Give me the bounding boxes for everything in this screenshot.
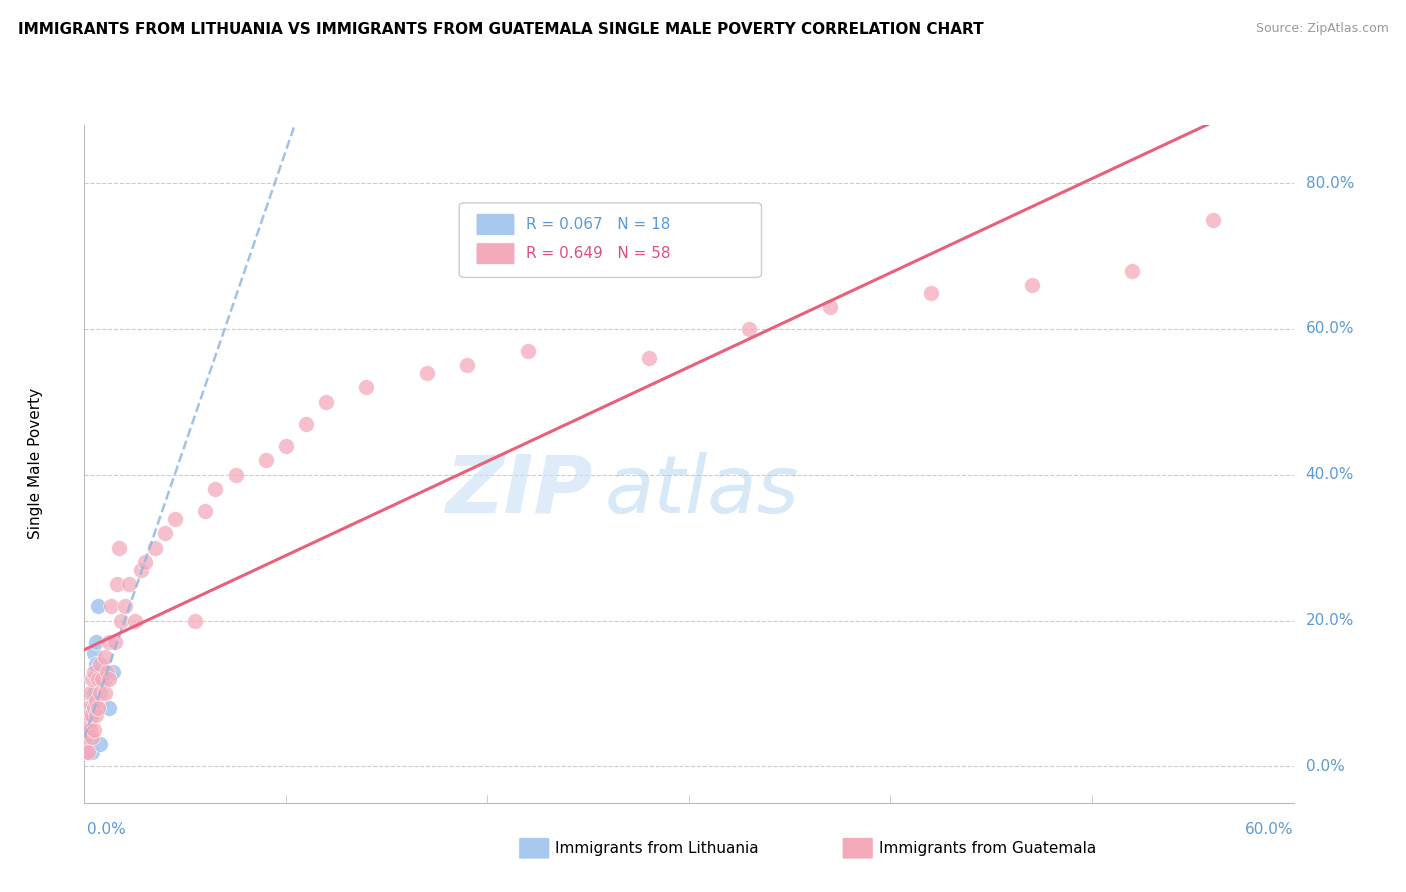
Point [77,715,100,730]
FancyBboxPatch shape [477,214,515,235]
Point [110,614,132,628]
Point [77,745,100,759]
Point [97,701,120,715]
Point [75,745,97,759]
Point [1021,278,1043,293]
Point [83,723,105,737]
Point [456,359,478,373]
Point [79,745,101,759]
Point [86,694,108,708]
Point [416,366,439,380]
Point [75,730,97,744]
Point [75,745,97,759]
Point [83,686,105,700]
Point [82,745,104,759]
Text: 60.0%: 60.0% [1246,822,1294,837]
Point [315,395,337,409]
Text: 20.0%: 20.0% [1306,613,1354,628]
Point [79,708,101,723]
Text: 80.0%: 80.0% [1306,176,1354,191]
Point [93,672,115,686]
Point [93,650,115,665]
Point [738,322,761,336]
Point [79,723,101,737]
Text: 40.0%: 40.0% [1306,467,1354,483]
Point [79,730,101,744]
Point [77,701,100,715]
Point [86,657,108,672]
Text: 60.0%: 60.0% [1306,321,1354,336]
Point [77,723,100,737]
Point [89,657,111,672]
Point [153,526,176,541]
Point [225,467,247,482]
Point [79,708,101,723]
Point [77,745,100,759]
Point [87,701,110,715]
Point [82,730,104,744]
Point [86,635,108,649]
Text: Immigrants from Lithuania: Immigrants from Lithuania [555,841,759,855]
Point [107,541,129,555]
Point [818,300,841,314]
Point [143,541,166,555]
Point [637,351,659,366]
Point [274,439,297,453]
Point [1202,212,1225,227]
Point [97,635,120,649]
Point [124,614,146,628]
FancyBboxPatch shape [477,243,515,265]
Text: Source: ZipAtlas.com: Source: ZipAtlas.com [1256,22,1389,36]
Point [82,672,104,686]
FancyBboxPatch shape [460,202,762,277]
Point [97,672,120,686]
Text: R = 0.649   N = 58: R = 0.649 N = 58 [526,246,671,261]
Point [82,708,104,723]
Point [91,672,114,686]
Point [96,665,118,679]
Point [87,672,110,686]
Text: IMMIGRANTS FROM LITHUANIA VS IMMIGRANTS FROM GUATEMALA SINGLE MALE POVERTY CORRE: IMMIGRANTS FROM LITHUANIA VS IMMIGRANTS … [18,22,984,37]
Text: 0.0%: 0.0% [1306,759,1344,774]
Point [82,730,104,744]
Point [114,599,136,613]
Point [118,577,141,591]
Point [104,635,127,649]
Text: R = 0.067   N = 18: R = 0.067 N = 18 [526,217,671,232]
Point [82,701,104,715]
Point [129,562,152,576]
Text: 0.0%: 0.0% [87,822,127,837]
Point [134,555,156,569]
Point [184,614,207,628]
Point [89,738,111,752]
Text: ZIP: ZIP [444,452,592,530]
Text: Single Male Poverty: Single Male Poverty [28,388,44,540]
Point [93,686,115,700]
Point [204,483,226,497]
Text: atlas: atlas [605,452,799,530]
Point [254,453,277,467]
Point [79,686,101,700]
Text: Immigrants from Guatemala: Immigrants from Guatemala [879,841,1097,855]
Point [920,285,942,300]
Point [100,599,122,613]
Point [83,646,105,660]
Point [89,686,111,700]
Point [87,599,110,613]
Point [83,665,105,679]
Point [83,701,105,715]
Point [516,343,538,358]
Point [1121,263,1143,277]
Point [165,511,187,525]
Point [101,665,124,679]
Point [105,577,128,591]
Point [295,417,318,431]
Point [356,380,378,394]
Point [194,504,217,518]
Point [86,708,108,723]
